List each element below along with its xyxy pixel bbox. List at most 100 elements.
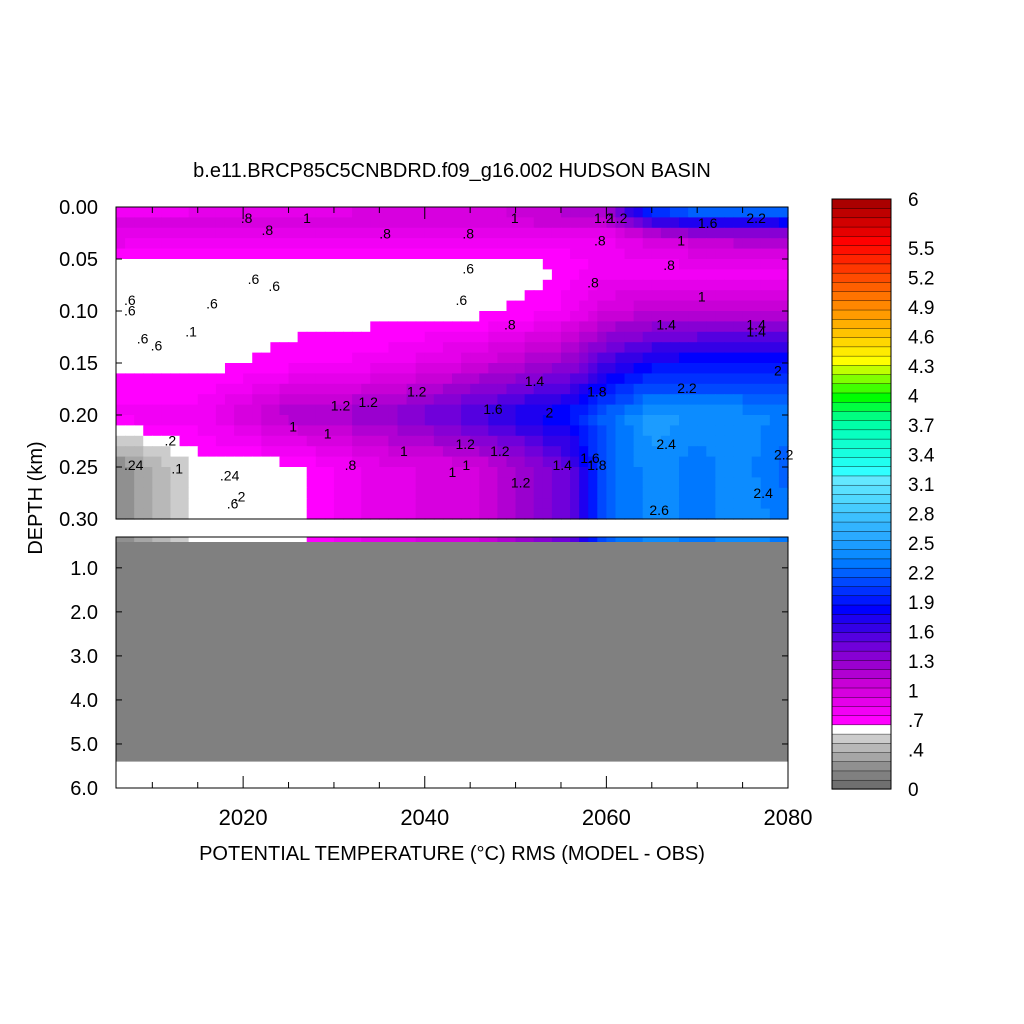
field-cell (742, 331, 753, 343)
field-cell (697, 415, 707, 426)
field-cell (742, 446, 753, 458)
field-cell (415, 311, 426, 322)
contour-label: .6 (124, 303, 136, 319)
lower-y-tick-label: 1.0 (70, 558, 98, 580)
field-cell (116, 467, 126, 478)
field-cell (234, 321, 244, 333)
colorbar-swatch (831, 770, 892, 781)
field-cell (143, 279, 153, 291)
field-cell (188, 456, 199, 468)
field-cell (606, 311, 617, 322)
field-cell (733, 300, 744, 312)
field-cell (170, 290, 181, 302)
field-cell (125, 321, 135, 333)
field-cell (515, 321, 526, 333)
field-cell (152, 207, 162, 218)
field-cell (615, 383, 626, 395)
field-cell (669, 331, 680, 343)
field-cell (588, 404, 598, 416)
field-cell (361, 290, 371, 302)
field-cell (306, 238, 317, 250)
field-cell (252, 300, 262, 312)
field-cell (760, 248, 771, 260)
field-cell (769, 259, 780, 270)
field-cell (470, 300, 480, 312)
field-cell (224, 331, 235, 343)
field-cell (306, 279, 317, 291)
field-cell (215, 238, 226, 250)
field-cell (333, 467, 344, 478)
field-cell (679, 477, 689, 489)
field-cell (615, 279, 626, 291)
lower-top-strip-cell (261, 537, 271, 542)
field-cell (715, 508, 726, 520)
field-cell (597, 248, 607, 260)
field-cell (279, 404, 290, 416)
field-cell (461, 477, 471, 489)
field-cell (424, 217, 435, 229)
field-cell (624, 487, 635, 499)
field-cell (125, 415, 135, 426)
field-cell (452, 477, 462, 489)
field-cell (769, 342, 780, 354)
field-cell (206, 342, 217, 354)
field-cell (570, 446, 580, 458)
field-cell (479, 487, 489, 499)
field-cell (488, 352, 498, 364)
field-cell (642, 404, 653, 416)
field-cell (288, 446, 299, 458)
field-cell (697, 383, 707, 395)
field-cell (488, 248, 498, 260)
field-cell (706, 217, 716, 229)
colorbar-tick-label: 5.2 (908, 269, 934, 290)
field-cell (679, 300, 689, 312)
field-cell (588, 477, 598, 489)
field-cell (669, 498, 680, 510)
field-cell (724, 300, 735, 312)
field-cell (461, 467, 471, 478)
field-cell (288, 508, 299, 520)
field-cell (433, 425, 444, 437)
field-cell (161, 217, 172, 229)
field-cell (297, 363, 308, 374)
field-cell (769, 300, 780, 312)
field-cell (515, 415, 526, 426)
field-cell (288, 331, 299, 343)
field-cell (715, 352, 726, 364)
lower-top-strip-cell (506, 537, 517, 542)
field-cell (270, 321, 281, 333)
field-cell (706, 321, 716, 333)
field-cell (769, 352, 780, 364)
x-tick-label: 2060 (582, 805, 631, 830)
field-cell (224, 290, 235, 302)
field-cell (143, 446, 153, 458)
field-cell (642, 425, 653, 437)
field-cell (515, 311, 526, 322)
field-cell (252, 342, 262, 354)
field-cell (588, 498, 598, 510)
field-cell (116, 446, 126, 458)
field-cell (188, 248, 199, 260)
field-cell (588, 383, 598, 395)
field-cell (697, 394, 707, 406)
field-cell (751, 487, 762, 499)
field-cell (224, 227, 235, 239)
field-cell (243, 238, 253, 250)
field-cell (379, 311, 390, 322)
field-cell (397, 300, 408, 312)
field-cell (424, 331, 435, 343)
field-cell (452, 363, 462, 374)
field-cell (433, 487, 444, 499)
field-cell (742, 435, 753, 447)
field-cell (315, 456, 326, 468)
field-cell (470, 207, 480, 218)
field-cell (760, 425, 771, 437)
field-cell (724, 290, 735, 302)
field-cell (624, 342, 635, 354)
field-cell (206, 373, 217, 385)
field-cell (570, 300, 580, 312)
field-cell (479, 508, 489, 520)
field-cell (551, 498, 562, 510)
field-cell (560, 259, 571, 270)
field-cell (633, 363, 644, 374)
